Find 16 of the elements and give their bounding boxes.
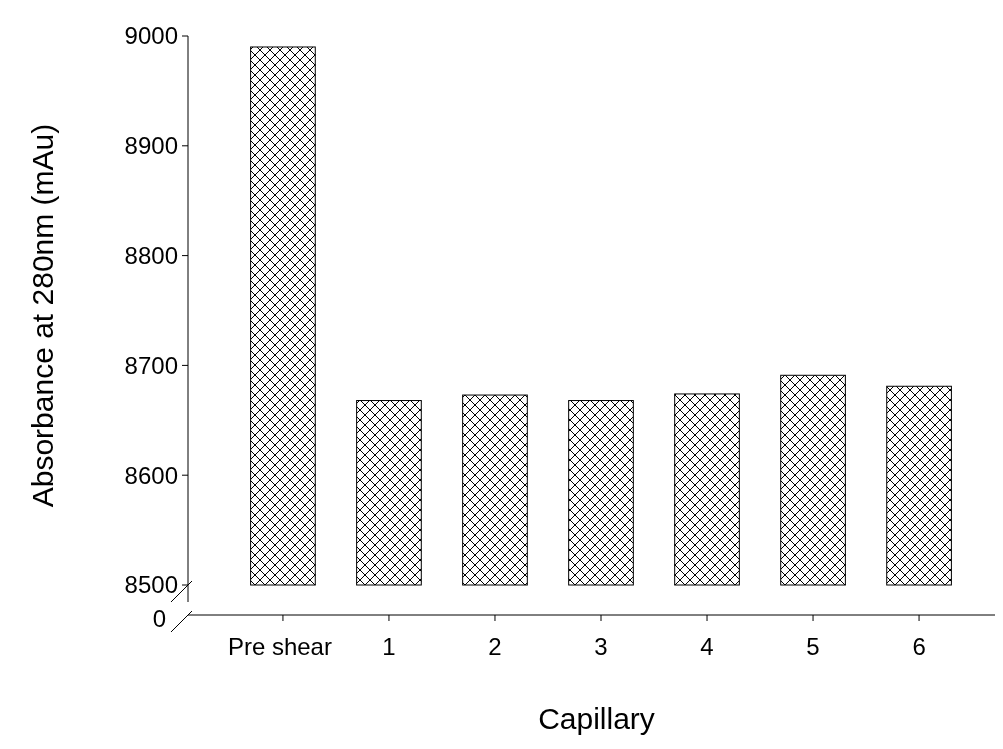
x-tick-label: 3 bbox=[594, 633, 608, 661]
y-tick-label: 8900 bbox=[124, 132, 178, 160]
y-tick-label: 8500 bbox=[124, 571, 178, 599]
y-tick-label: 8700 bbox=[124, 351, 178, 379]
y-axis-title: Absorbance at 280nm (mAu) bbox=[25, 123, 59, 508]
y-tick-label: 8800 bbox=[124, 242, 178, 269]
y-tick-label: 9000 bbox=[124, 22, 178, 50]
y-tick-label: 8600 bbox=[124, 461, 178, 489]
x-axis-title: Capillary bbox=[538, 701, 655, 735]
x-tick-label: Pre shear bbox=[227, 633, 332, 661]
x-tick-label: 4 bbox=[700, 633, 714, 661]
x-tick-label: 5 bbox=[806, 633, 820, 661]
x-tick-label: 1 bbox=[382, 633, 396, 661]
x-tick-label: 6 bbox=[912, 633, 926, 661]
text: 0 bbox=[152, 605, 166, 633]
x-tick-label: 2 bbox=[488, 633, 502, 661]
